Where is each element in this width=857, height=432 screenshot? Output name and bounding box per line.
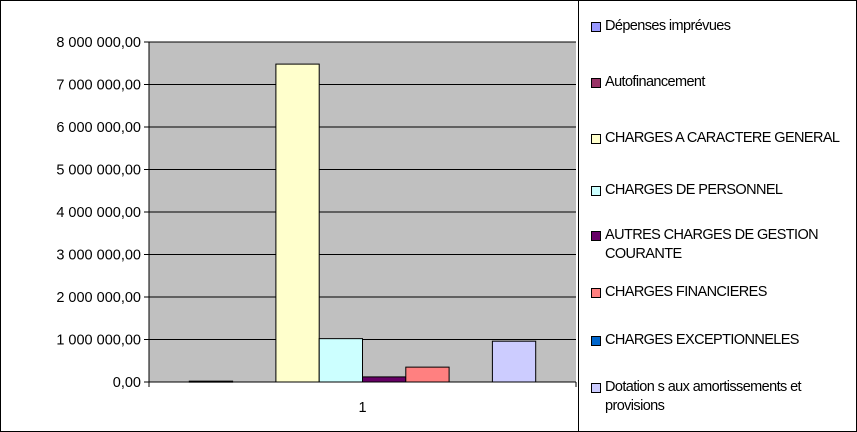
bar (275, 63, 320, 383)
y-tick-label: 6 000 000,00 (56, 120, 141, 136)
bar (405, 366, 450, 383)
legend-item: Dotation s aux amortissements et provisi… (591, 378, 855, 416)
legend-item: Dépenses imprévues (591, 17, 855, 36)
bars (188, 63, 537, 383)
x-category-label: 1 (358, 400, 366, 416)
legend-swatch (591, 383, 601, 393)
bar-chart: 0,00 1 000 000,00 2 000 000,00 3 000 000,00… (56, 35, 577, 416)
legend-swatch (591, 22, 601, 32)
legend-label: CHARGES EXCEPTIONNELES (605, 332, 799, 348)
legend-item: AUTRES CHARGES DE GESTION COURANTE (591, 226, 855, 264)
legend-item: CHARGES FINANCIERES (591, 283, 855, 302)
legend-label: CHARGES DE PERSONNEL (605, 182, 783, 198)
y-tick-label: 8 000 000,00 (56, 35, 141, 51)
bar (318, 338, 364, 383)
x-axis: 1 (148, 381, 577, 416)
legend-item: Autofinancement (591, 73, 855, 92)
legend-label: CHARGES FINANCIERES (605, 284, 767, 300)
legend-label: CHARGES A CARACTERE GENERAL (605, 130, 840, 146)
legend-item: CHARGES A CARACTERE GENERAL (591, 129, 855, 148)
legend-swatch (591, 134, 601, 144)
gridlines (149, 41, 576, 340)
y-tick-label: 3 000 000,00 (56, 248, 141, 264)
bar (362, 376, 407, 383)
y-axis: 0,00 1 000 000,00 2 000 000,00 3 000 000,00… (56, 35, 150, 391)
legend-swatch (591, 288, 601, 298)
y-tick-label: 1 000 000,00 (56, 333, 141, 349)
legend-item: CHARGES DE PERSONNEL (591, 181, 855, 200)
legend-swatch (591, 186, 601, 196)
y-tick-label: 7 000 000,00 (56, 78, 141, 94)
legend-item: CHARGES EXCEPTIONNELES (591, 331, 855, 350)
legend-label: AUTRES CHARGES DE GESTION COURANTE (605, 227, 819, 262)
legend-label: Dotation s aux amortissements et provisi… (605, 379, 802, 414)
y-tick-label: 0,00 (113, 375, 141, 391)
y-tick-label: 4 000 000,00 (56, 205, 141, 221)
legend: Dépenses imprévues Autofinancement CHARGES… (578, 1, 857, 431)
legend-swatch (591, 231, 601, 241)
legend-swatch (591, 78, 601, 88)
legend-label: Dépenses imprévues (605, 18, 731, 34)
y-tick-label: 2 000 000,00 (56, 290, 141, 306)
y-tick-label: 5 000 000,00 (56, 163, 141, 179)
legend-swatch (591, 336, 601, 346)
bar (491, 340, 537, 383)
legend-label: Autofinancement (605, 74, 705, 90)
